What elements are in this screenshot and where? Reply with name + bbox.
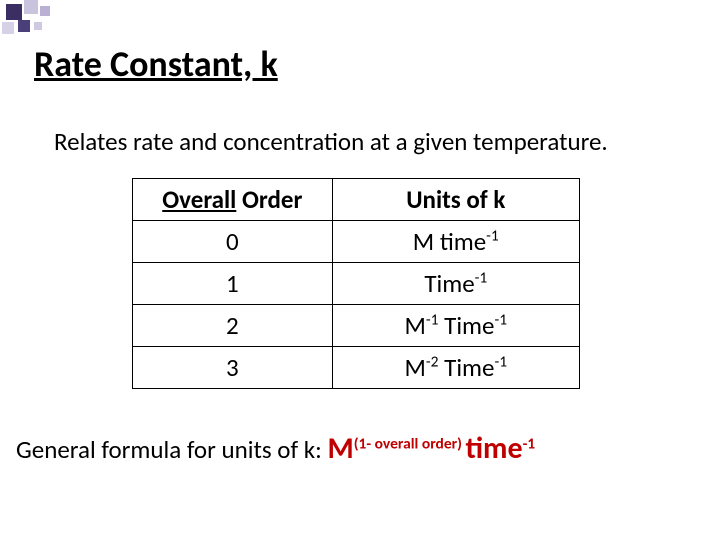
table-row: 3 M-2 Time-1 <box>133 347 580 389</box>
decor-square <box>2 22 14 34</box>
units-sup2: -1 <box>494 353 507 372</box>
decor-square <box>40 6 50 16</box>
units-prefix: Time <box>424 268 474 299</box>
decor-square <box>34 22 42 30</box>
units-sup: -1 <box>475 269 488 288</box>
units-sup2: -1 <box>494 311 507 330</box>
units-prefix: M time <box>413 226 486 257</box>
cell-units: M-2 Time-1 <box>332 347 579 389</box>
units-table: Overall Order Units of k 0 M time-1 1 Ti… <box>132 178 580 389</box>
cell-order: 1 <box>133 263 333 305</box>
formula-M-sup: (1- overall order) <box>354 435 466 454</box>
table: Overall Order Units of k 0 M time-1 1 Ti… <box>132 178 580 389</box>
formula-time-sup: -1 <box>523 435 536 454</box>
cell-order: 2 <box>133 305 333 347</box>
cell-order: 3 <box>133 347 333 389</box>
corner-decoration <box>0 0 60 36</box>
table-header-row: Overall Order Units of k <box>133 179 580 221</box>
table-header-cell-units: Units of k <box>332 179 579 221</box>
formula-M: M <box>327 430 353 467</box>
cell-units: Time-1 <box>332 263 579 305</box>
decor-square <box>18 20 30 32</box>
cell-order: 0 <box>133 221 333 263</box>
slide-subtitle: Relates rate and concentration at a give… <box>54 126 608 157</box>
table-row: 0 M time-1 <box>133 221 580 263</box>
general-formula: General formula for units of k: M(1- ove… <box>16 430 535 467</box>
slide-title: Rate Constant, k <box>34 42 278 86</box>
units-prefix: M <box>405 352 426 383</box>
formula-lead: General formula for units of k: <box>16 434 327 465</box>
cell-units: M time-1 <box>332 221 579 263</box>
units-mid: Time <box>438 310 494 341</box>
slide: Rate Constant, k Relates rate and concen… <box>0 0 720 540</box>
units-sup: -2 <box>426 353 439 372</box>
units-sup: -1 <box>486 227 499 246</box>
decor-square <box>24 0 38 14</box>
header-underlined: Overall <box>162 184 236 215</box>
table-row: 1 Time-1 <box>133 263 580 305</box>
units-sup: -1 <box>426 311 439 330</box>
cell-units: M-1 Time-1 <box>332 305 579 347</box>
formula-time: time <box>465 430 522 467</box>
decor-square <box>6 4 22 20</box>
units-mid: Time <box>438 352 494 383</box>
header-rest: Order <box>236 184 302 215</box>
table-row: 2 M-1 Time-1 <box>133 305 580 347</box>
table-header-cell-order: Overall Order <box>133 179 333 221</box>
units-prefix: M <box>405 310 426 341</box>
